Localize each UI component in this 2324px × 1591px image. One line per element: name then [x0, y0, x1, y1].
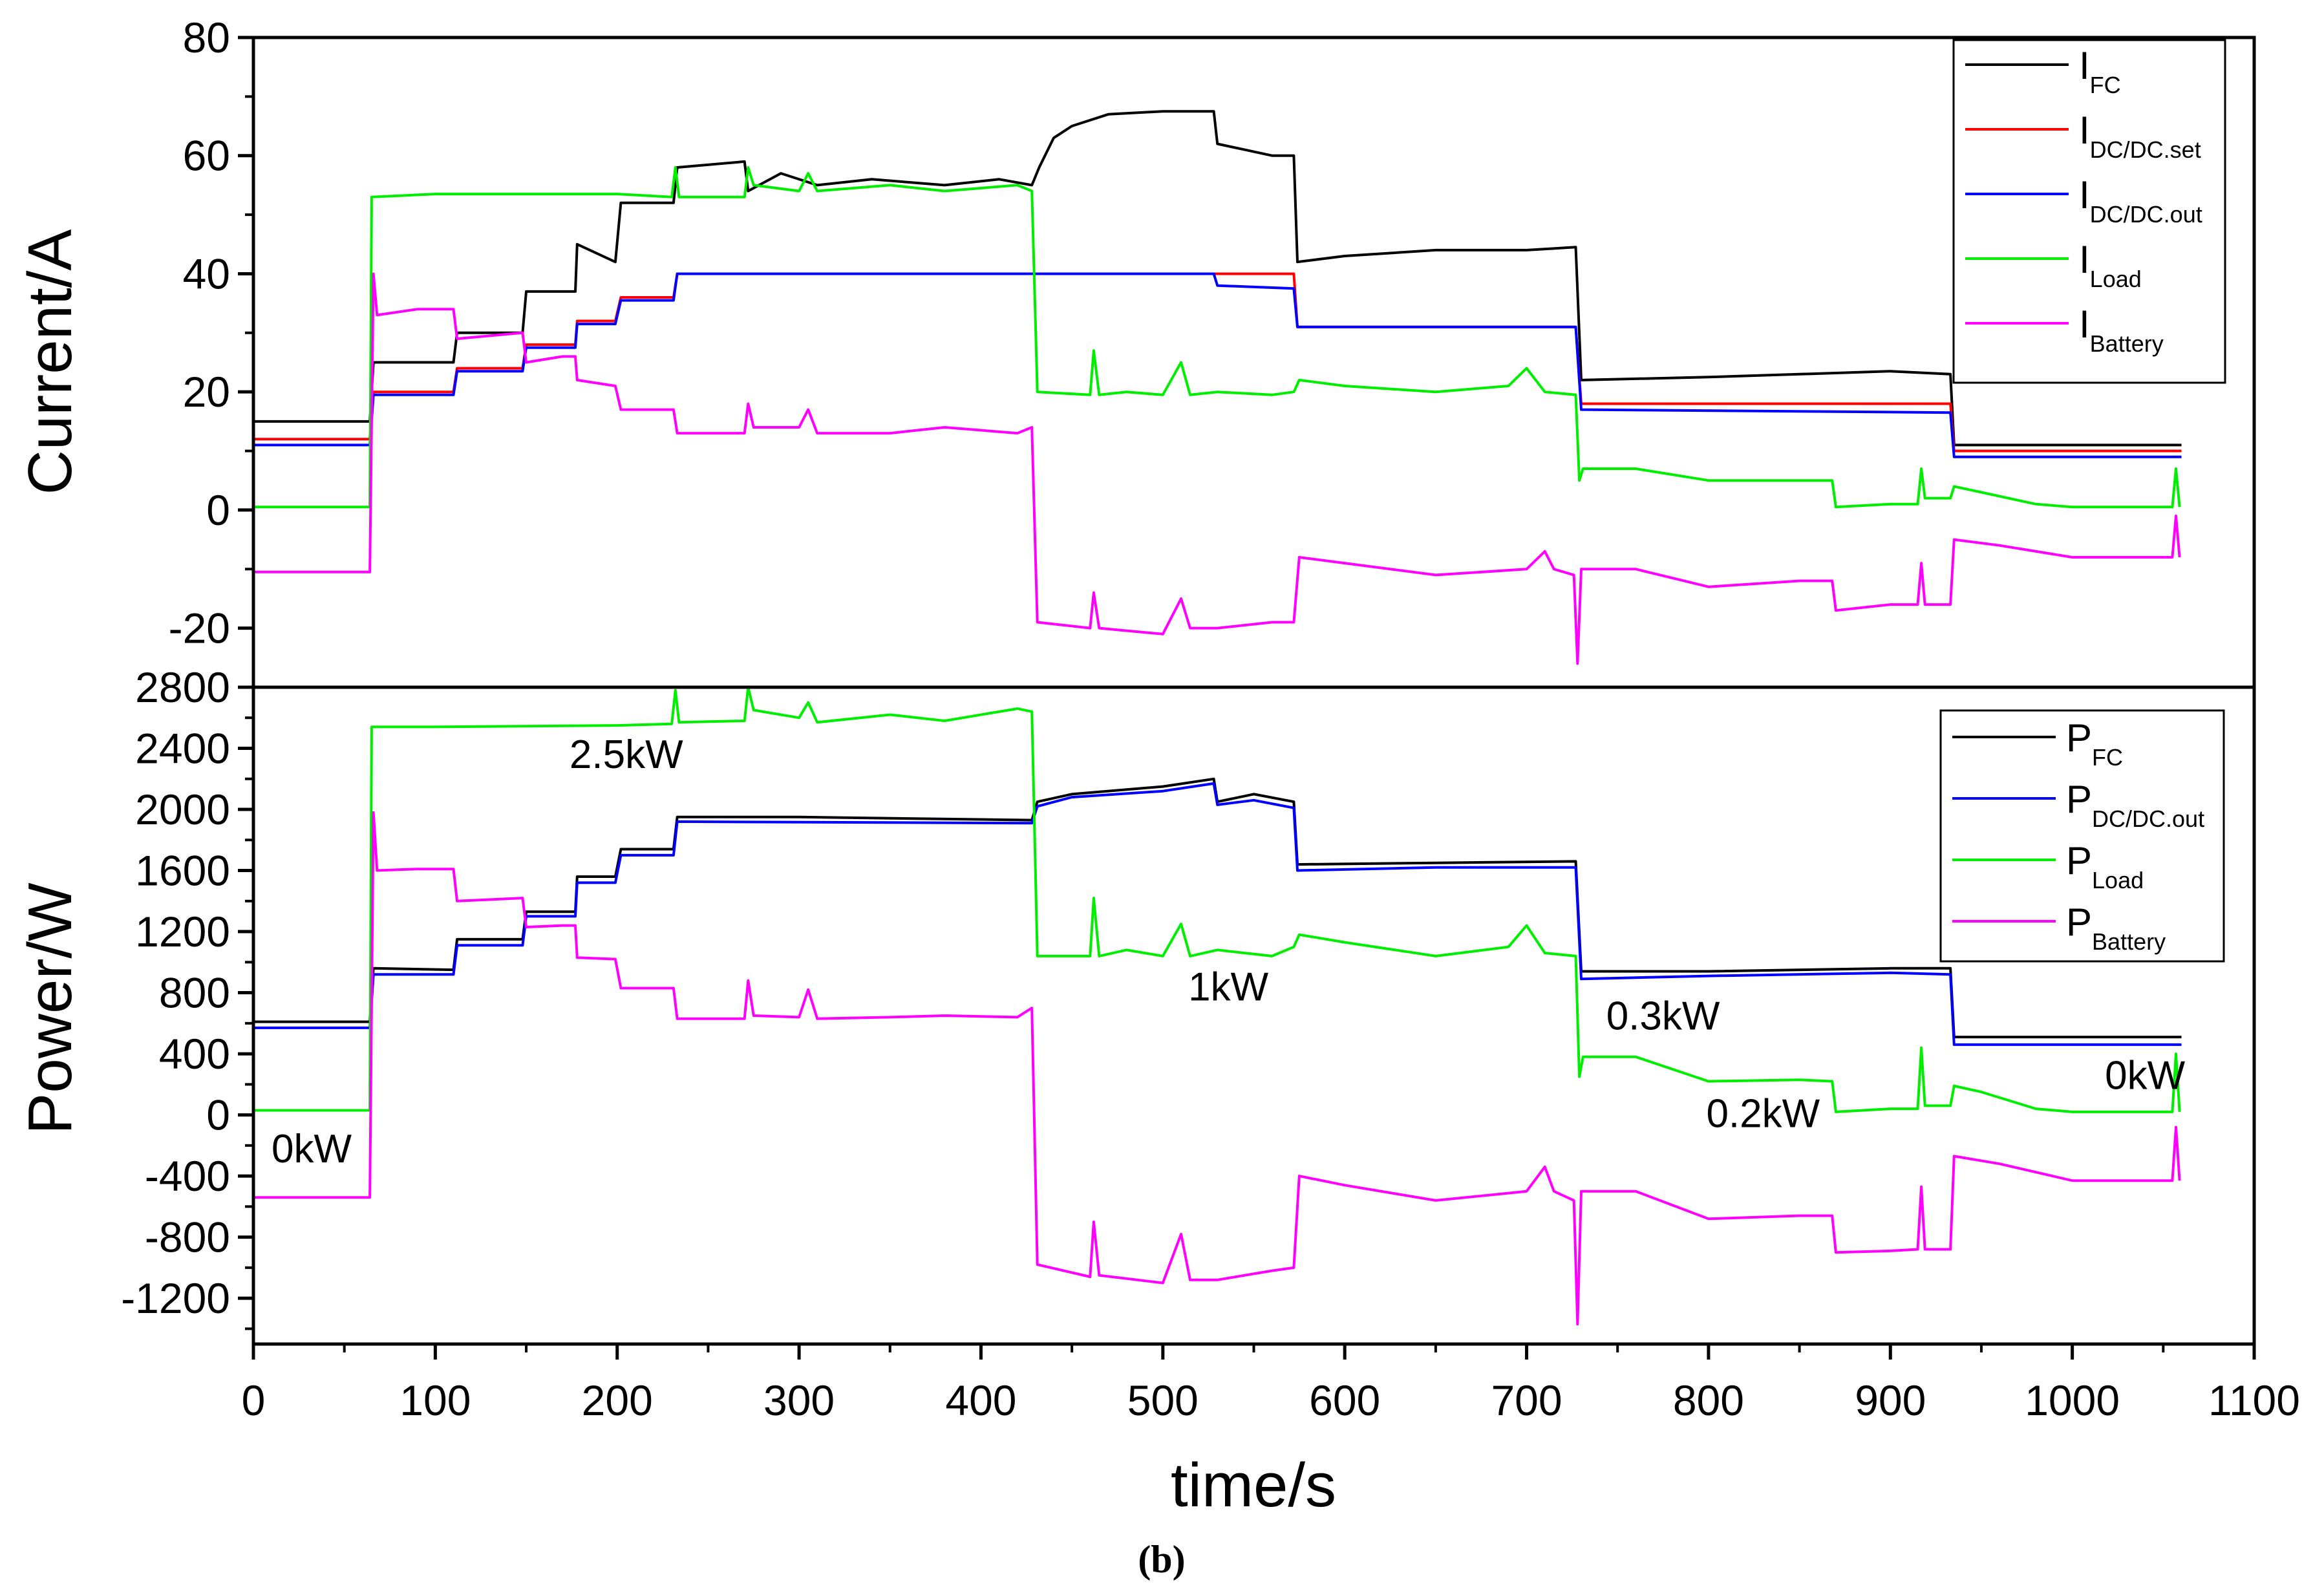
- bottom-y-tick-label: -800: [145, 1213, 230, 1261]
- power-annotation-label: 0kW: [272, 1127, 352, 1171]
- bottom-y-tick-label: 2800: [135, 663, 230, 711]
- bottom-y-tick-label: -400: [145, 1152, 230, 1200]
- x-axis-title: time/s: [1171, 1451, 1336, 1520]
- top-y-tick-label: 20: [183, 368, 230, 416]
- bottom-y-tick-label: 0: [206, 1091, 230, 1139]
- x-tick-label: 100: [400, 1376, 471, 1424]
- x-tick-label: 0: [242, 1376, 266, 1424]
- bottom-y-axis-title: Power/W: [16, 882, 85, 1135]
- x-tick-label: 700: [1491, 1376, 1562, 1424]
- top-series-line-dc-dc-set: [253, 272, 2182, 453]
- x-tick-label: 900: [1855, 1376, 1926, 1424]
- top-chart-panel: 80 60 40 20 0 -20 Current/A: [16, 14, 2256, 689]
- power-annotation-label: 0.2kW: [1706, 1091, 1820, 1136]
- power-annotation-label: 0kW: [2105, 1053, 2185, 1098]
- top-series-line-dc-dc-out: [253, 272, 2182, 458]
- bottom-series-line-load: [253, 687, 2181, 1113]
- bottom-y-tick-label: 1200: [135, 908, 230, 956]
- top-y-tick-label: 80: [183, 14, 230, 61]
- power-annotation-label: 2.5kW: [570, 732, 683, 777]
- x-tick-label: 1000: [2025, 1376, 2120, 1424]
- top-series-line-load: [253, 166, 2181, 509]
- bottom-y-tick-label: 800: [159, 969, 230, 1017]
- x-tick-label: 600: [1309, 1376, 1380, 1424]
- top-y-axis-title: Current/A: [16, 230, 85, 495]
- top-series-line-fc: [253, 110, 2182, 447]
- bottom-chart-panel: 280024002000160012008004000-400-800-1200…: [16, 663, 2300, 1520]
- top-legend-box: [1952, 39, 2226, 384]
- figure-caption: (b): [1138, 1538, 1185, 1581]
- x-tick-label: 400: [945, 1376, 1016, 1424]
- top-series-line-battery: [253, 272, 2181, 665]
- top-y-tick-label: 40: [183, 250, 230, 297]
- bottom-y-tick-label: 2000: [135, 785, 230, 833]
- bottom-y-tick-label: 1600: [135, 847, 230, 895]
- x-tick-label: 800: [1673, 1376, 1744, 1424]
- bottom-series-line-battery: [253, 811, 2181, 1326]
- top-y-tick-label: -20: [169, 604, 230, 652]
- x-tick-label: 200: [582, 1376, 653, 1424]
- bottom-series-line-dc-dc-out: [253, 782, 2182, 1046]
- top-y-tick-label: 0: [206, 486, 230, 534]
- bottom-legend-box: [1939, 709, 2225, 963]
- x-tick-label: 1100: [2208, 1376, 2300, 1424]
- power-annotation-label: 1kW: [1188, 965, 1268, 1009]
- bottom-y-tick-label: 2400: [135, 725, 230, 773]
- bottom-y-tick-label: -1200: [121, 1274, 230, 1322]
- top-y-tick-label: 60: [183, 132, 230, 180]
- bottom-y-tick-label: 400: [159, 1030, 230, 1078]
- x-tick-label: 500: [1127, 1376, 1199, 1424]
- power-annotation-label: 0.3kW: [1606, 994, 1720, 1038]
- x-tick-label: 300: [763, 1376, 835, 1424]
